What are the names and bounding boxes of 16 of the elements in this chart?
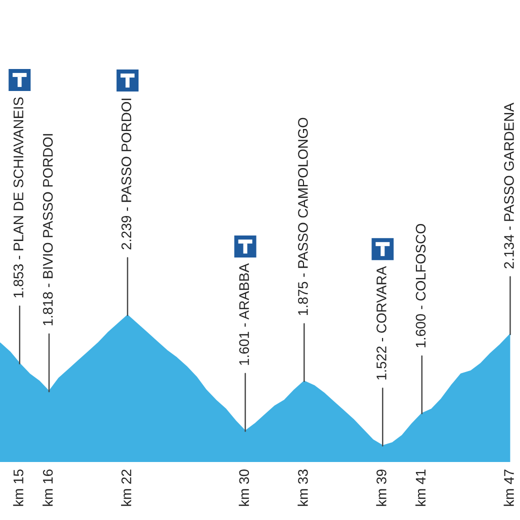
- annotation: 2.134 - PASSO GARDENA: [504, 102, 514, 268]
- annotation: 2.239 - PASSO PORDOI: [121, 98, 132, 250]
- annotation: 1.818 - BIVIO PASSO PORDOI: [42, 134, 53, 326]
- x-tick-label: km 30: [238, 469, 250, 506]
- annotation: 1.601 - ARABBA: [239, 263, 250, 365]
- annotation: 1.853 - PLAN DE SCHIAVANEIS: [14, 97, 24, 298]
- annotation: 1.522 - CORVARA: [376, 266, 386, 380]
- x-tick-label: km 47: [504, 470, 514, 506]
- x-tick-label: km 33: [298, 470, 308, 506]
- x-tick-label: km 41: [415, 470, 426, 506]
- annotation: 1.875 - PASSO CAMPOLONGO: [298, 118, 308, 315]
- x-tick-label: km 16: [42, 470, 53, 506]
- x-tick-label: km 15: [13, 470, 24, 506]
- x-tick-label: km 22: [121, 470, 132, 506]
- x-tick-label: km 39: [376, 470, 386, 506]
- annotation: 1.600 - COLFOSCO: [416, 224, 426, 348]
